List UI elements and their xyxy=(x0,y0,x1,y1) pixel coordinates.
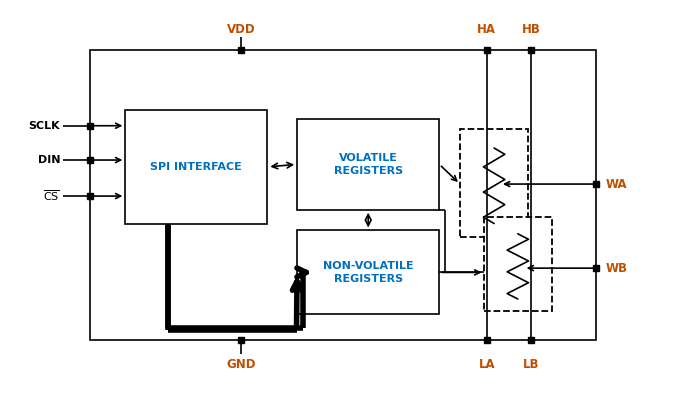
Text: $\overline{\rm CS}$: $\overline{\rm CS}$ xyxy=(43,189,60,203)
Text: VDD: VDD xyxy=(227,23,255,36)
Text: HB: HB xyxy=(522,23,541,36)
Bar xyxy=(125,110,267,223)
Text: SCLK: SCLK xyxy=(28,121,60,131)
Text: NON-VOLATILE
REGISTERS: NON-VOLATILE REGISTERS xyxy=(323,261,413,284)
Bar xyxy=(90,50,597,340)
Bar xyxy=(297,119,440,210)
Text: LA: LA xyxy=(478,358,495,371)
Text: HA: HA xyxy=(477,23,496,36)
Text: GND: GND xyxy=(226,358,256,371)
Text: LB: LB xyxy=(523,358,539,371)
Text: WB: WB xyxy=(605,262,627,275)
Text: SPI INTERFACE: SPI INTERFACE xyxy=(150,162,243,172)
Text: DIN: DIN xyxy=(38,155,60,165)
Bar xyxy=(460,129,528,237)
Text: VOLATILE
REGISTERS: VOLATILE REGISTERS xyxy=(333,153,403,176)
Bar xyxy=(484,217,552,311)
Text: WA: WA xyxy=(605,178,627,191)
Bar xyxy=(297,230,440,314)
